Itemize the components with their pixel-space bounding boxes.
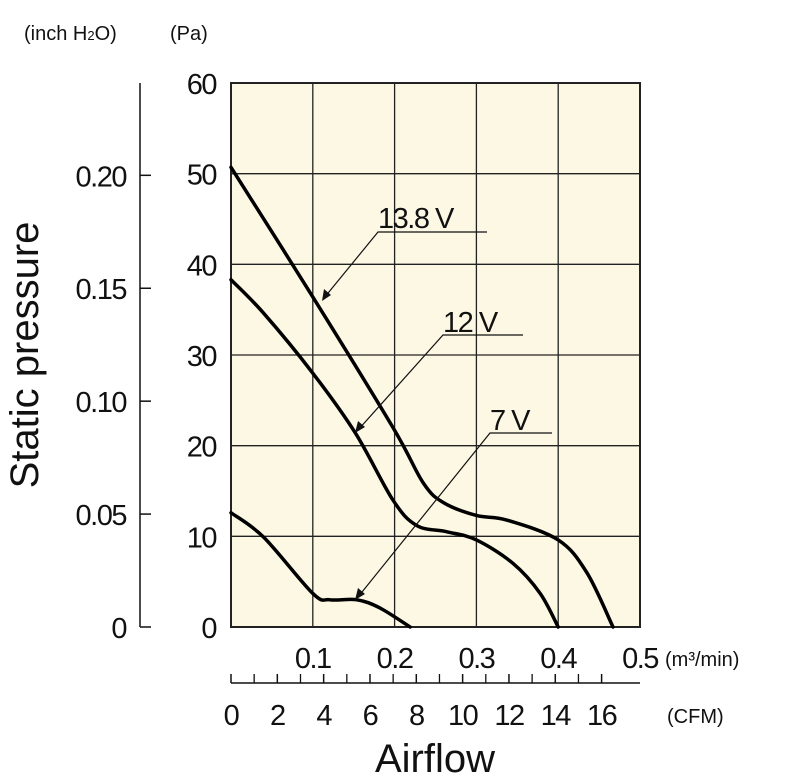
inch-h2o-unit-label: (inch H2O) <box>24 23 117 45</box>
inch-tick-label: 0.15 <box>76 274 127 306</box>
pa-tick-label: 40 <box>187 250 217 282</box>
pa-tick-label: 20 <box>187 432 217 464</box>
pa-unit-label: (Pa) <box>170 23 208 45</box>
annotation-7v: 7 V <box>355 405 552 600</box>
series-label: 7 V <box>490 405 531 437</box>
arrow-icon <box>322 289 331 301</box>
inch-tick-label: 0 <box>111 613 126 645</box>
x-tick-label: 0.1 <box>295 643 331 675</box>
inch-tick-label: 0.20 <box>76 161 127 193</box>
plot-border <box>230 82 641 628</box>
cfm-tick-label: 12 <box>494 700 524 732</box>
x-tick-label: 0.4 <box>540 643 577 675</box>
inch-tick-label: 0.05 <box>76 500 127 532</box>
series-label: 13.8 V <box>378 203 455 235</box>
cfm-tick-label: 6 <box>363 700 378 732</box>
inch-tick-label: 0.10 <box>76 387 127 419</box>
cfm-tick-label: 10 <box>448 700 478 732</box>
annotation-13-8v: 13.8 V <box>322 203 487 301</box>
series-line-12-v <box>229 277 560 629</box>
cfm-unit-label: (CFM) <box>667 706 724 728</box>
arrow-icon <box>355 588 365 600</box>
arrow-icon <box>355 421 365 433</box>
cfm-tick-label: 16 <box>587 700 617 732</box>
cfm-tick-label: 0 <box>224 700 239 732</box>
series-line-13-8-v <box>229 165 615 629</box>
x-tick-label: 0.2 <box>377 643 413 675</box>
series-annotations: 13.8 V 12 V 7 V <box>322 203 552 600</box>
pa-tick-label: 0 <box>201 613 216 645</box>
x-tick-label: 0.3 <box>458 643 494 675</box>
pa-tick-label: 50 <box>187 160 217 192</box>
m3-min-unit-label: (m³/min) <box>665 649 739 671</box>
pa-tick-label: 60 <box>187 69 217 101</box>
y-axis-title: Static pressure <box>3 222 47 489</box>
cfm-tick-label: 8 <box>409 700 424 732</box>
series-label: 12 V <box>443 307 499 339</box>
cfm-tick-label: 14 <box>541 700 572 732</box>
pa-tick-label: 30 <box>187 341 217 373</box>
annotation-12v: 12 V <box>355 307 523 433</box>
x-tick-label: 0.5 <box>622 643 658 675</box>
cfm-tick-label: 4 <box>316 700 332 732</box>
pa-tick-label: 10 <box>187 522 217 554</box>
x-axis-title: Airflow <box>375 737 495 781</box>
cfm-tick-label: 2 <box>270 700 285 732</box>
series-line-7-v <box>229 511 412 629</box>
